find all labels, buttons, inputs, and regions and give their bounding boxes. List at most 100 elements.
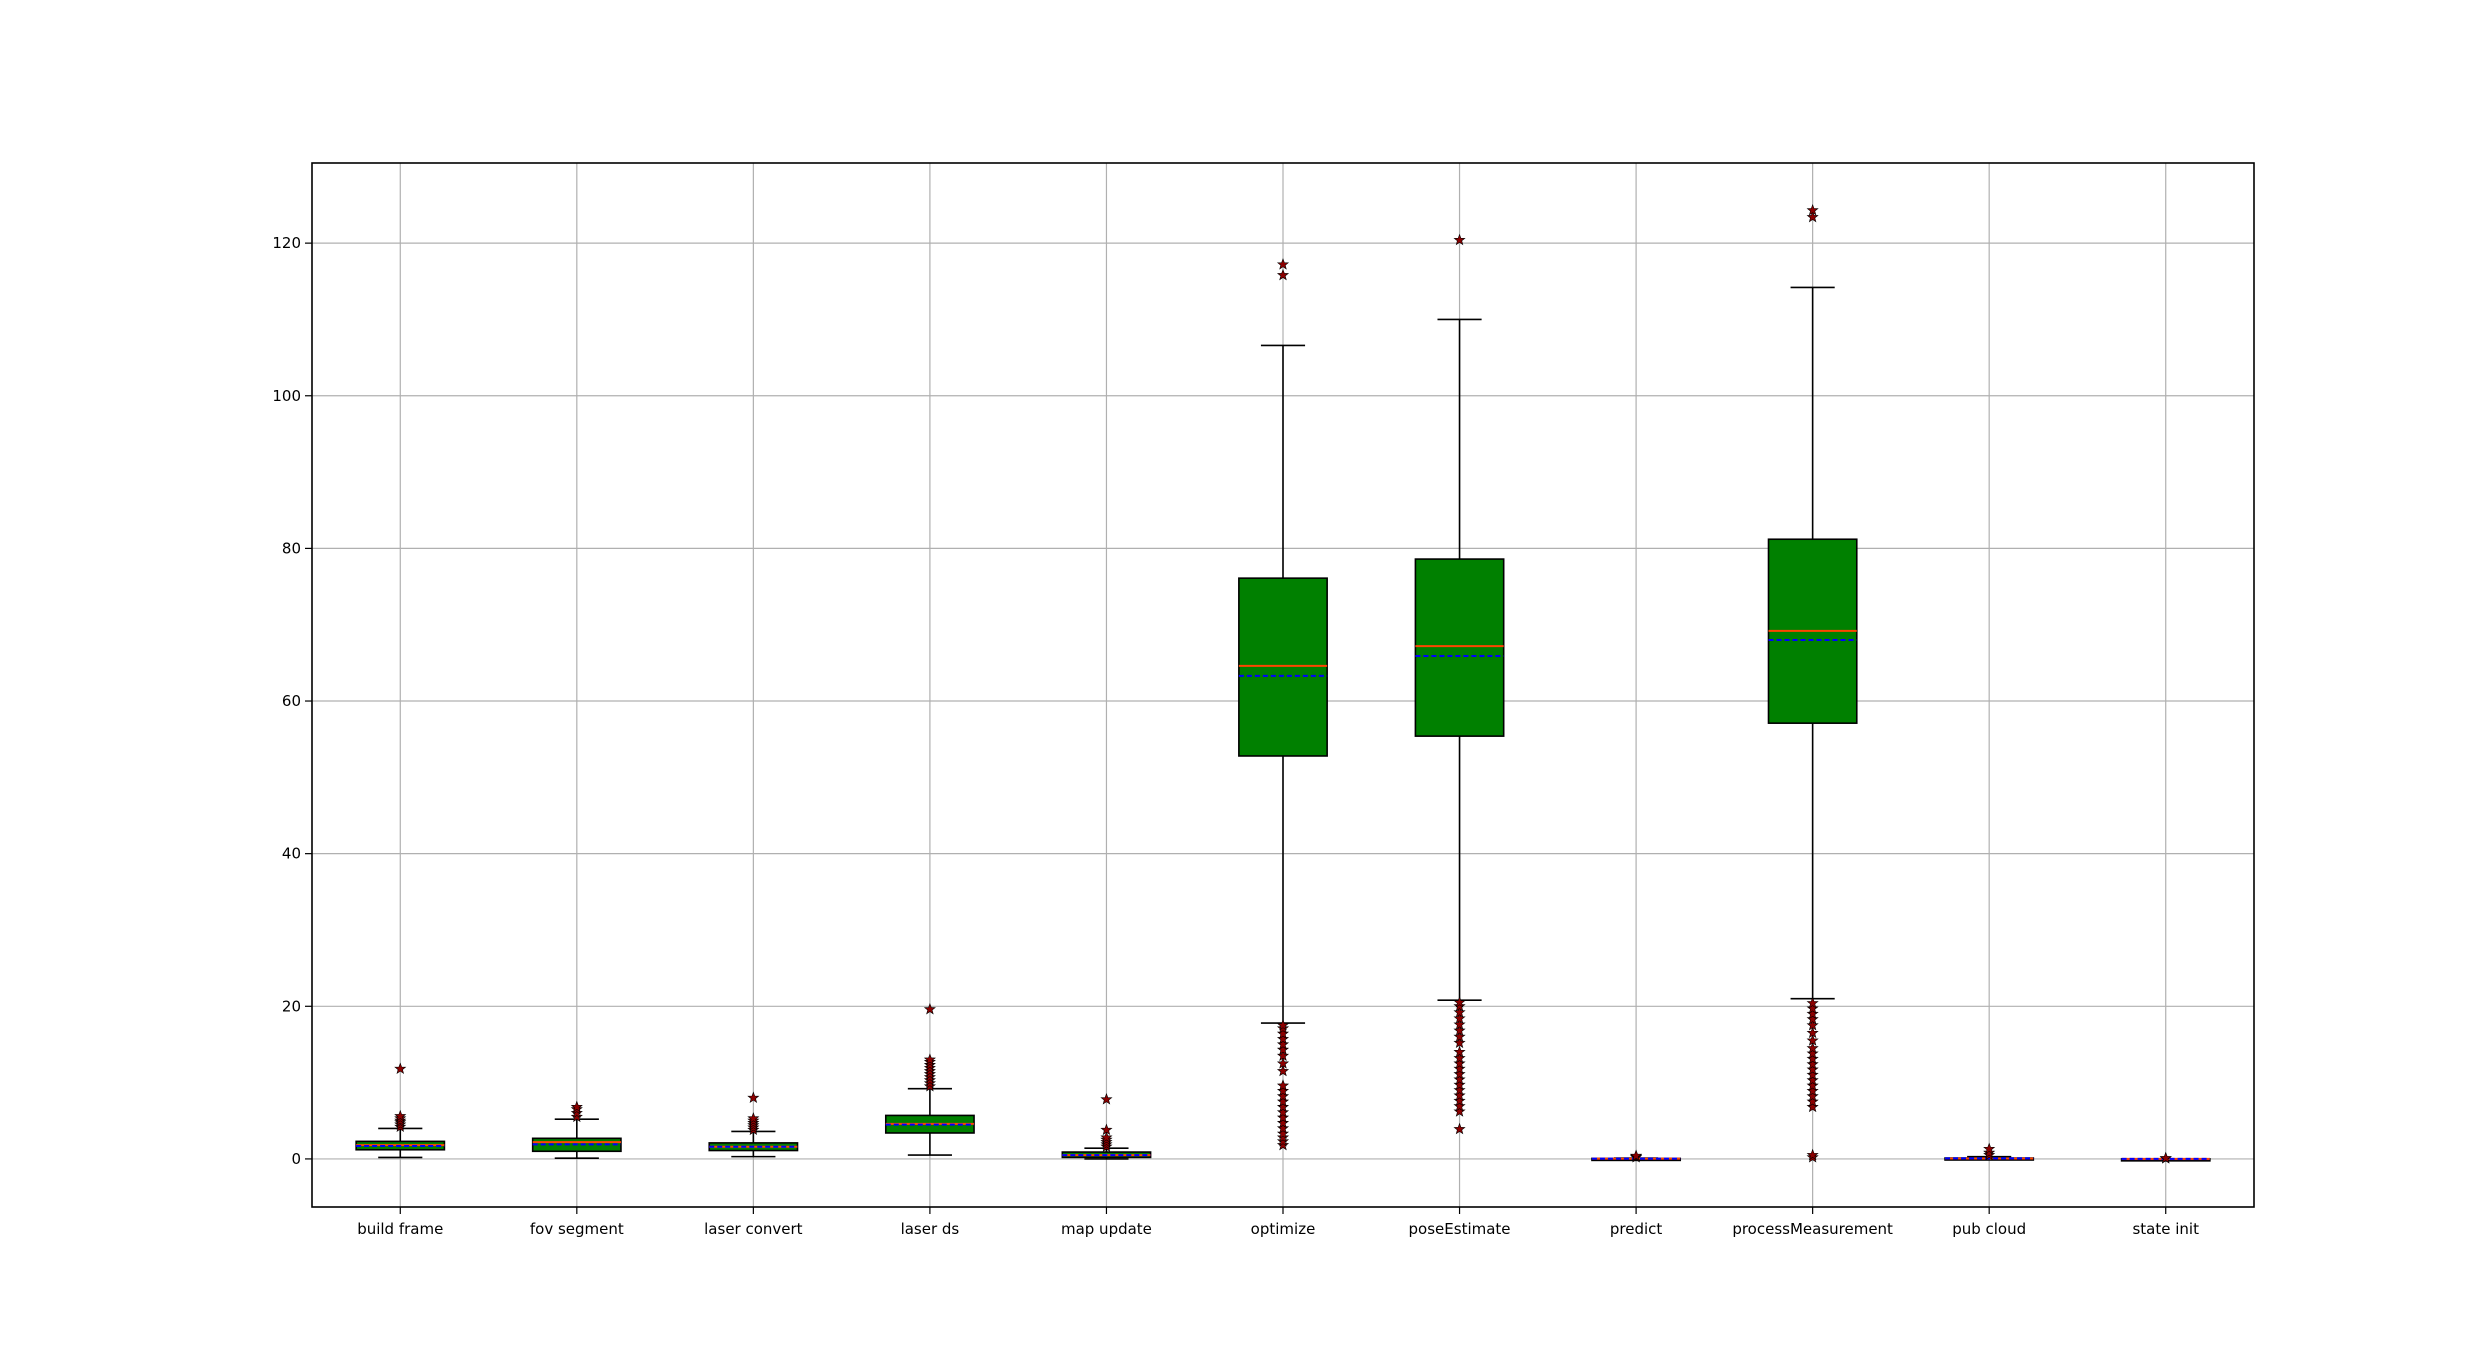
box-build-frame xyxy=(355,1062,446,1159)
x-tick-label: poseEstimate xyxy=(1409,1220,1511,1238)
outlier-point xyxy=(1276,1131,1290,1143)
outlier-point xyxy=(1806,1026,1819,1039)
plot-area-frame xyxy=(311,162,2255,1208)
box-map-update xyxy=(1061,1093,1152,1160)
outlier-point xyxy=(2159,1151,2172,1164)
outlier-point xyxy=(1806,1002,1819,1014)
box-poseestimate xyxy=(1414,233,1505,1135)
x-tick-label: predict xyxy=(1610,1220,1663,1238)
outlier-point xyxy=(747,1091,760,1104)
outlier-point xyxy=(1276,268,1290,281)
outlier-point xyxy=(747,1112,760,1124)
outlier-point xyxy=(1276,1079,1290,1091)
outlier-point xyxy=(1806,1012,1819,1025)
outlier-point xyxy=(1453,1067,1466,1080)
outlier-point xyxy=(1453,1122,1466,1135)
outlier-point xyxy=(1806,210,1819,223)
box-optimize xyxy=(1238,258,1328,1151)
outlier-point xyxy=(1276,1106,1290,1118)
y-tick-label: 0 xyxy=(291,1150,301,1168)
outlier-point xyxy=(1276,1138,1290,1151)
x-tick-label: laser convert xyxy=(704,1220,803,1238)
box-fov-segment xyxy=(531,1100,622,1159)
x-tick-label: fov segment xyxy=(530,1220,624,1238)
outlier-point xyxy=(1453,1057,1466,1069)
outlier-point xyxy=(1276,1084,1290,1097)
outlier-point xyxy=(1806,1068,1819,1081)
x-axis-ticks: build frame fov segment laser convert laser… xyxy=(357,1207,2199,1238)
box-predict xyxy=(1591,1149,1682,1163)
box-series xyxy=(355,203,2211,1164)
outlier-point xyxy=(1276,1027,1290,1039)
outlier-point xyxy=(1806,1089,1819,1102)
outlier-point xyxy=(1806,1095,1819,1107)
outlier-point xyxy=(1806,1079,1819,1091)
box-processmeasurement xyxy=(1767,203,1858,1163)
outlier-point xyxy=(1630,1149,1643,1162)
x-tick-label: build frame xyxy=(357,1220,443,1238)
x-tick-label: state init xyxy=(2132,1220,2199,1238)
x-tick-label: optimize xyxy=(1251,1220,1316,1238)
outlier-point xyxy=(1806,996,1819,1009)
y-tick-label: 80 xyxy=(282,539,301,557)
outlier-point xyxy=(1453,1089,1466,1101)
outlier-point xyxy=(1276,1111,1290,1123)
outlier-point xyxy=(1276,1095,1290,1107)
outlier-point xyxy=(1806,1007,1819,1020)
outlier-point xyxy=(923,1053,936,1065)
outlier-point xyxy=(1453,1018,1466,1030)
outlier-point xyxy=(1276,1038,1290,1050)
outlier-point xyxy=(1453,1083,1466,1096)
outlier-point xyxy=(1806,1041,1819,1054)
outlier-point xyxy=(1453,1062,1466,1075)
outlier-point xyxy=(394,1062,407,1075)
outlier-point xyxy=(1806,1052,1819,1065)
outlier-point xyxy=(570,1110,583,1123)
x-tick-label: pub cloud xyxy=(1952,1220,2026,1238)
x-tick-label: processMeasurement xyxy=(1732,1220,1893,1238)
outlier-point xyxy=(923,1002,936,1015)
outlier-point xyxy=(1806,1073,1819,1086)
outlier-point xyxy=(394,1109,407,1122)
y-tick-label: 20 xyxy=(282,997,301,1015)
outlier-point xyxy=(1806,1084,1819,1097)
outlier-point xyxy=(1453,233,1466,246)
box-pub-cloud xyxy=(1944,1142,2035,1161)
outlier-point xyxy=(1100,1131,1113,1143)
box-laser-convert xyxy=(708,1091,799,1158)
outlier-point xyxy=(1276,1127,1290,1139)
outlier-point xyxy=(1806,203,1819,216)
outlier-point xyxy=(1806,1047,1819,1059)
box-body xyxy=(1414,558,1505,737)
outlier-point xyxy=(1453,1094,1466,1107)
outlier-point xyxy=(570,1100,583,1113)
y-tick-label: 120 xyxy=(272,234,301,252)
box-body xyxy=(1238,577,1328,757)
outlier-point xyxy=(1276,1049,1290,1062)
outlier-point xyxy=(1100,1093,1113,1105)
outlier-point xyxy=(1276,1019,1290,1031)
outlier-point xyxy=(1453,1030,1466,1042)
outlier-point xyxy=(1276,258,1290,270)
y-axis-ticks: 0 20 40 60 80 100 120 xyxy=(272,234,312,1168)
outlier-point xyxy=(1276,1122,1290,1134)
box-state-init xyxy=(2120,1151,2211,1164)
outlier-point xyxy=(570,1106,583,1119)
outlier-point xyxy=(1983,1146,1996,1158)
outlier-point xyxy=(1276,1089,1290,1102)
outlier-point xyxy=(1983,1142,1996,1155)
y-tick-label: 60 xyxy=(282,692,301,710)
outlier-point xyxy=(1806,1057,1819,1070)
outlier-point xyxy=(1276,1057,1290,1069)
outlier-point xyxy=(1453,1073,1466,1085)
outlier-point xyxy=(1806,1063,1819,1075)
outlier-point xyxy=(1276,1043,1290,1055)
x-tick-label: map update xyxy=(1061,1220,1152,1238)
outlier-point xyxy=(1276,1116,1290,1129)
outlier-point xyxy=(1453,1036,1466,1049)
outlier-point xyxy=(1453,996,1466,1008)
box-laser-ds xyxy=(884,1002,975,1156)
outlier-point xyxy=(1806,1034,1819,1046)
outlier-point xyxy=(1100,1123,1113,1136)
